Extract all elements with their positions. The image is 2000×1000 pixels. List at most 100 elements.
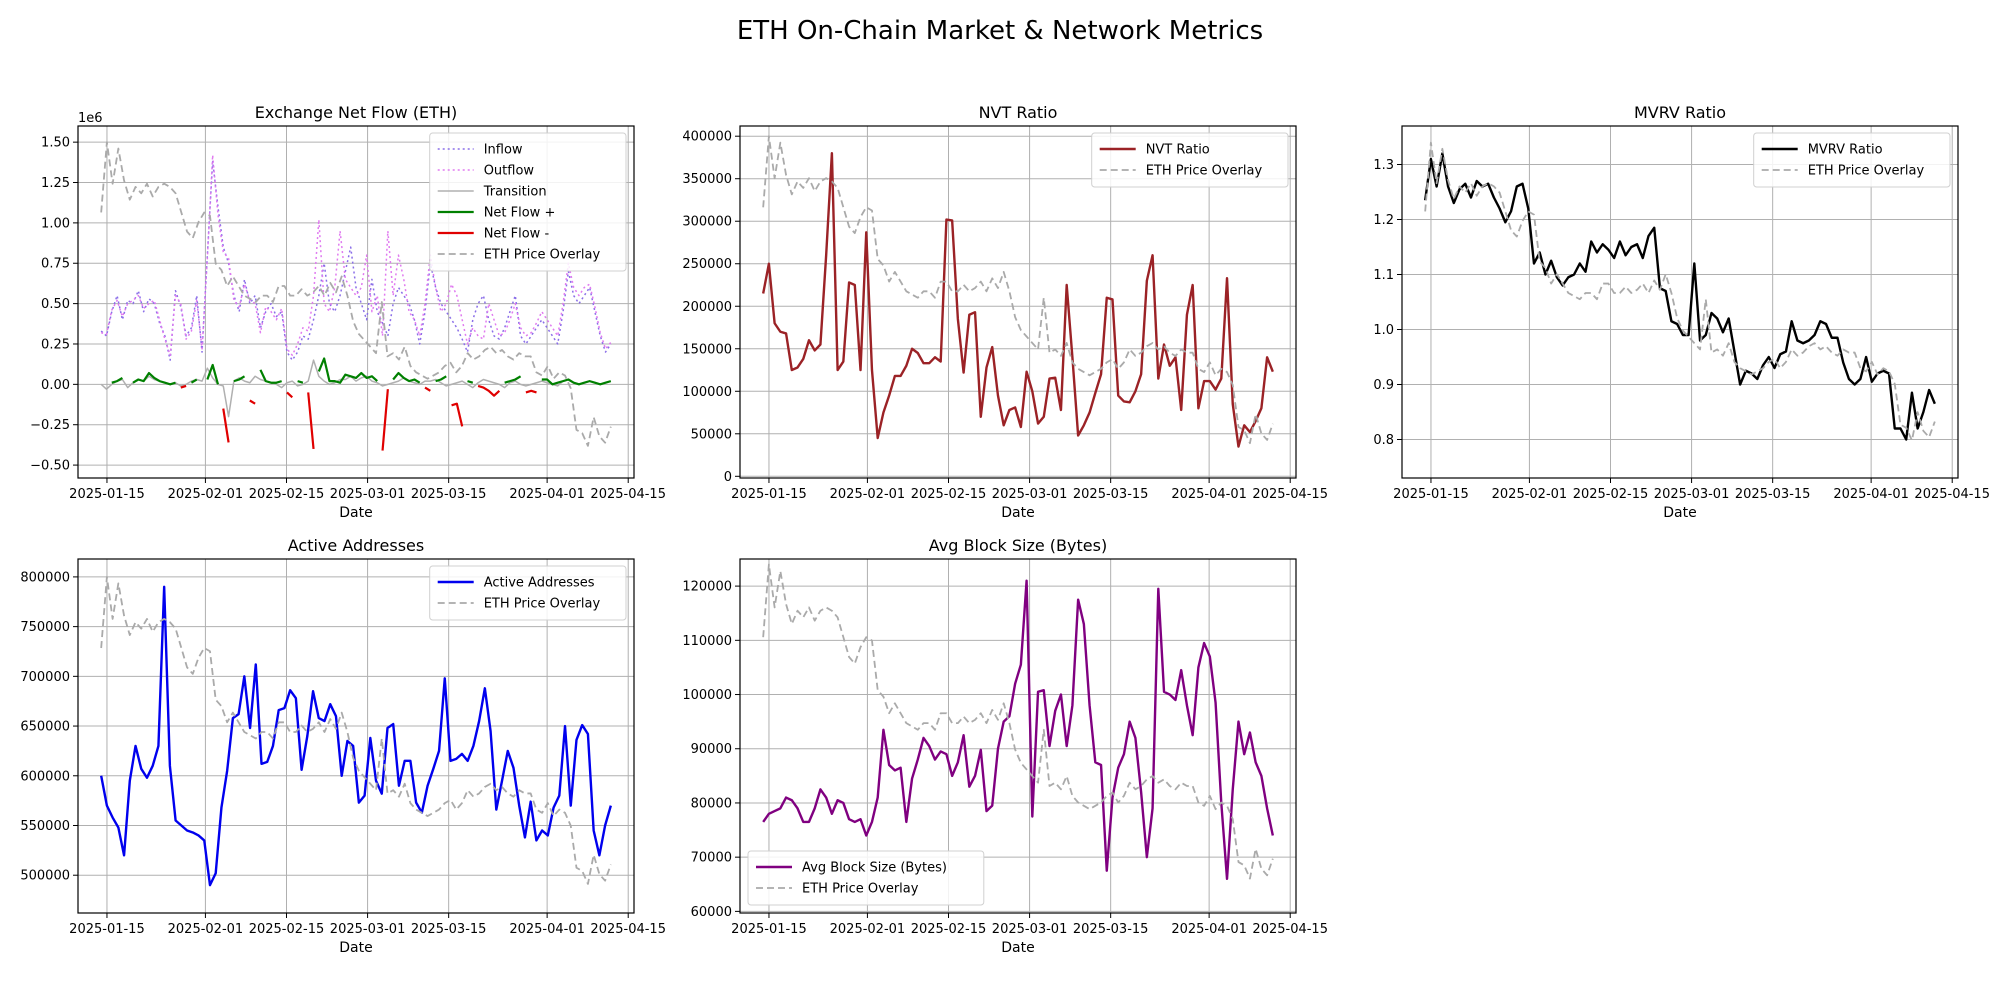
- chart-nvt: 0 50000 100000 150000 200000 250000 300000 3500…: [682, 103, 1328, 521]
- x-tick-label: 2025-04-01: [509, 922, 585, 937]
- x-axis-label: Date: [1001, 940, 1034, 956]
- y-tick-label: 800000: [20, 570, 70, 585]
- legend-label: Net Flow +: [484, 206, 556, 221]
- chart-title: Avg Block Size (Bytes): [929, 536, 1107, 555]
- x-tick-label: 2025-04-15: [1914, 487, 1990, 502]
- series-line-net-flow-: [525, 389, 537, 394]
- y-tick-label: 400000: [682, 130, 732, 145]
- series-line-net-flow-: [317, 357, 378, 384]
- x-tick-label: 2025-04-01: [1171, 487, 1247, 502]
- y-tick-label: 1.00: [41, 216, 70, 231]
- legend-label: ETH Price Overlay: [802, 882, 919, 897]
- series-line-net-flow-: [424, 386, 431, 392]
- y-tick-label: 600000: [20, 769, 70, 784]
- x-axis-label: Date: [1001, 505, 1034, 521]
- x-tick-label: 2025-03-15: [1073, 487, 1149, 502]
- y-tick-label: 90000: [691, 742, 732, 757]
- chart-mvrv: 0.8 0.9 1.0 1.1 1.2 1.3 2025-01-15 2025-02-01 20…: [1373, 103, 1990, 521]
- series-line-eth-price-overlay: [100, 141, 612, 447]
- y-tick-label: 0.75: [41, 257, 70, 272]
- y-tick-label: 500000: [20, 869, 70, 884]
- x-tick-label: 2025-04-15: [590, 922, 666, 937]
- y-tick-label: 0: [724, 470, 732, 485]
- plot-area: [762, 563, 1275, 881]
- series-line-net-flow-: [435, 375, 447, 383]
- legend: Inflow Outflow Transition Net Flow + Net Flo…: [429, 132, 627, 272]
- series-line-net-flow-: [259, 369, 282, 384]
- series-line-net-flow-: [297, 380, 304, 384]
- series-line-net-flow-: [132, 371, 176, 386]
- legend-box: [1091, 132, 1289, 188]
- x-tick-label: 2025-03-15: [411, 922, 487, 937]
- x-tick-label: 2025-02-15: [911, 922, 987, 937]
- series-line-net-flow-: [451, 402, 464, 427]
- legend-label: ETH Price Overlay: [1808, 164, 1925, 179]
- series-line-net-flow-: [249, 399, 256, 405]
- legend-box: [429, 132, 627, 272]
- y-tick-label: 700000: [20, 670, 70, 685]
- series-line-net-flow-: [467, 380, 474, 384]
- series-line-nvt-ratio: [761, 152, 1274, 448]
- y-tick-label: 350000: [682, 172, 732, 187]
- x-tick-label: 2025-02-01: [168, 922, 244, 937]
- y-tick-label: 1.50: [41, 136, 70, 151]
- figure-title: ETH On-Chain Market & Network Metrics: [737, 16, 1263, 46]
- series-line-net-flow-: [477, 384, 501, 397]
- x-tick-label: 2025-04-15: [590, 487, 666, 502]
- x-tick-label: 2025-01-15: [69, 487, 145, 502]
- series-line-net-flow-: [504, 375, 522, 384]
- legend-label: NVT Ratio: [1146, 143, 1210, 158]
- chart-title: NVT Ratio: [979, 103, 1058, 122]
- y-tick-label: 1.0: [1373, 323, 1394, 338]
- x-tick-label: 2025-03-15: [1073, 922, 1149, 937]
- y-tick-label: 0.25: [41, 337, 70, 352]
- series-line-outflow: [100, 154, 612, 357]
- x-tick-label: 2025-02-15: [249, 922, 325, 937]
- x-tick-label: 2025-01-15: [731, 487, 807, 502]
- axes-frame: [77, 125, 635, 479]
- chart-title: Active Addresses: [288, 536, 424, 555]
- plot-area: [1423, 141, 1936, 442]
- chart-title: Exchange Net Flow (ETH): [255, 103, 457, 122]
- series-line-eth-price-overlay: [762, 135, 1274, 445]
- y-tick-label: 1.1: [1373, 268, 1394, 283]
- legend-label: Active Addresses: [484, 576, 595, 591]
- x-tick-label: 2025-02-15: [249, 487, 325, 502]
- y-tick-label: 50000: [691, 427, 732, 442]
- x-tick-label: 2025-03-01: [992, 487, 1068, 502]
- y-tick-label: 0.8: [1373, 433, 1394, 448]
- x-axis-label: Date: [1663, 505, 1696, 521]
- y-tick-label: 750000: [20, 620, 70, 635]
- series-line-inflow: [100, 160, 612, 361]
- legend-box: [747, 850, 985, 906]
- series-line-net-flow-: [222, 408, 230, 443]
- y-tick-label: 550000: [20, 819, 70, 834]
- series-line-net-flow-: [541, 378, 612, 386]
- chart-title: MVRV Ratio: [1634, 103, 1726, 122]
- x-tick-label: 2025-04-15: [1252, 487, 1328, 502]
- y-tick-label: 200000: [682, 300, 732, 315]
- axes-frame: [77, 558, 635, 914]
- axes-frame: [739, 558, 1297, 914]
- x-tick-label: 2025-03-01: [330, 487, 406, 502]
- x-tick-label: 2025-04-15: [1252, 922, 1328, 937]
- plot-area: [761, 135, 1274, 448]
- x-tick-label: 2025-03-01: [992, 922, 1068, 937]
- axes-frame: [1401, 125, 1959, 479]
- series-line-net-flow-: [392, 371, 421, 384]
- y-tick-label: 0.9: [1373, 378, 1394, 393]
- plot-area: [99, 576, 612, 887]
- plot-area: [100, 141, 612, 451]
- series-line-transition: [100, 359, 612, 418]
- x-tick-label: 2025-03-15: [1735, 487, 1811, 502]
- legend-label: ETH Price Overlay: [484, 597, 601, 612]
- series-line-net-flow-: [111, 376, 123, 384]
- legend: Active Addresses ETH Price Overlay: [429, 565, 627, 621]
- chart-netflow: −0.50 −0.25 0.00 0.25 0.50 0.75 1.00 1.25 1.50 20…: [30, 103, 666, 521]
- legend-label: ETH Price Overlay: [1146, 164, 1263, 179]
- series-line-net-flow-: [190, 378, 198, 384]
- legend-label: Transition: [483, 185, 547, 200]
- x-tick-label: 2025-02-01: [168, 487, 244, 502]
- series-line-avg-block-size-bytes-: [762, 579, 1275, 881]
